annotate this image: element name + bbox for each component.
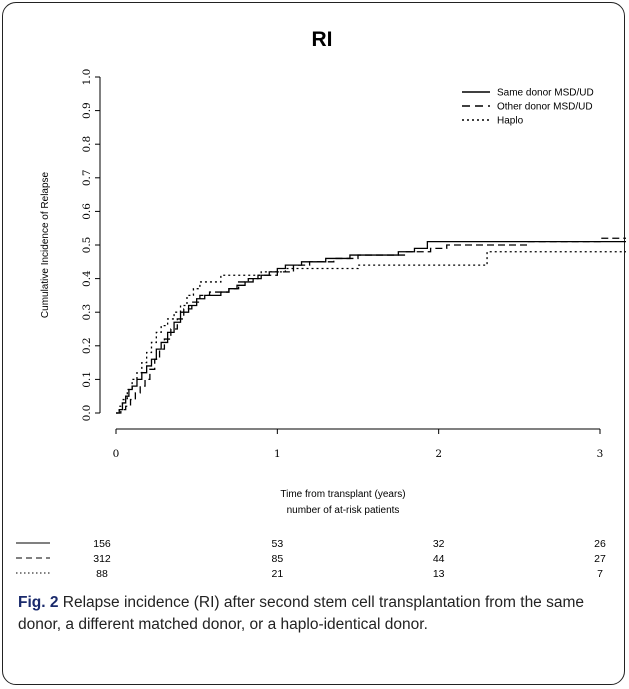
at-risk-count: 88: [96, 568, 108, 580]
at-risk-count: 26: [594, 538, 606, 550]
y-tick-label: 0.7: [81, 169, 93, 186]
caption-text: Relapse incidence (RI) after second stem…: [18, 594, 585, 633]
at-risk-count: 13: [433, 568, 445, 580]
x-tick-label: 3: [597, 448, 604, 460]
figure-label: Fig. 2: [18, 594, 59, 611]
at-risk-count: 312: [93, 553, 111, 565]
y-tick-label: 0.8: [81, 136, 93, 153]
y-tick-label: 0.6: [81, 203, 93, 220]
at-risk-count: 156: [93, 538, 111, 550]
at-risk-count: 44: [433, 553, 445, 565]
series-line-2: [116, 237, 626, 414]
y-tick-label: 1.0: [81, 69, 93, 86]
y-tick-label: 0.5: [81, 237, 93, 254]
legend-label: Haplo: [497, 116, 524, 127]
y-tick-label: 0.9: [81, 102, 93, 119]
series-line-3: [116, 251, 626, 414]
x-axis-label: Time from transplant (years): [280, 489, 405, 500]
y-tick-label: 0.1: [81, 371, 93, 388]
at-risk-heading: number of at-risk patients: [287, 505, 400, 516]
chart-title: RI: [312, 28, 333, 51]
y-tick-label: 0.3: [81, 304, 93, 321]
at-risk-count: 32: [433, 538, 445, 550]
at-risk-count: 7: [597, 568, 603, 580]
series-layer: [116, 237, 626, 414]
at-risk-table: 156 53 32 26 312 85 44 27 88 21 13 7: [16, 538, 606, 580]
at-risk-count: 21: [271, 568, 283, 580]
y-axis-label: Cumulative Incidence of Relapse: [40, 171, 51, 318]
series-line-1: [116, 240, 626, 414]
x-tick-label: 1: [274, 448, 281, 460]
x-tick-label: 0: [113, 448, 120, 460]
legend-label: Other donor MSD/UD: [497, 102, 593, 113]
axes: 0.0 0.1 0.2 0.3 0.4 0.5 0.6 0.7 0.8 0.9 1.0 0 1 2 3: [81, 69, 603, 460]
y-tick-label: 0.4: [81, 270, 93, 287]
figure-caption: Fig. 2 Relapse incidence (RI) after seco…: [18, 592, 613, 635]
legend-label: Same donor MSD/UD: [497, 88, 594, 99]
legend: Same donor MSD/UD Other donor MSD/UD Haplo: [462, 88, 594, 127]
at-risk-count: 27: [594, 553, 606, 565]
y-tick-label: 0.0: [81, 405, 93, 422]
y-tick-label: 0.2: [81, 337, 93, 354]
x-tick-label: 2: [435, 448, 442, 460]
at-risk-count: 53: [271, 538, 283, 550]
relapse-incidence-chart: RI 0.0 0.1 0.2 0.3 0.4 0.5 0.6 0.7 0.8 0.9 1.0 0 1 2 3…: [16, 28, 626, 580]
at-risk-count: 85: [271, 553, 283, 565]
